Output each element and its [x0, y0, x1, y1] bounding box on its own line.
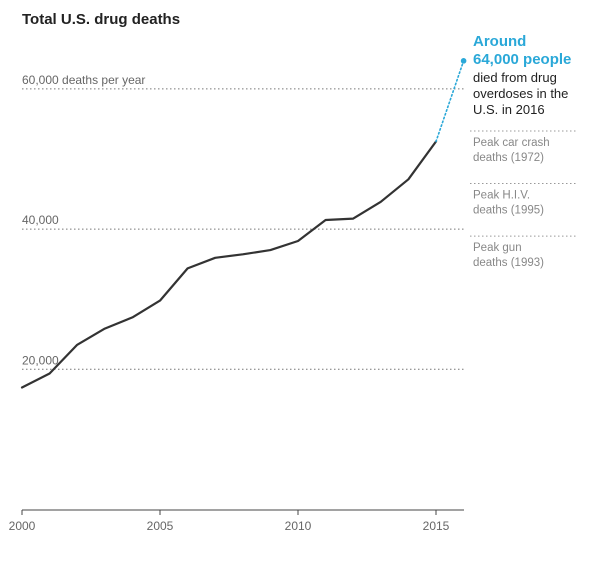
chart-title: Total U.S. drug deaths: [22, 11, 180, 28]
series-line-drug-deaths: [20, 140, 438, 389]
reference-label: 60,000 deaths per year: [22, 73, 145, 87]
series-point-2016: [460, 58, 467, 64]
peak-label: deaths (1995): [473, 205, 544, 217]
peak-markers: Peak car crash deaths (1972) Peak H.I.V. de…: [470, 130, 576, 269]
x-tick-label: 2005: [147, 519, 174, 533]
x-axis: 2000 2005 2010 2015: [9, 509, 464, 533]
reference-label: 40,000: [22, 213, 59, 227]
annotation-detail-line-2: overdoses in the: [473, 86, 568, 101]
peak-label: deaths (1972): [473, 152, 544, 164]
annotation-detail-line-3: U.S. in 2016: [473, 102, 545, 117]
peak-label: Peak gun: [473, 242, 522, 254]
series-line-2016-estimate: [435, 60, 465, 143]
x-tick-label: 2015: [423, 519, 450, 533]
peak-label: deaths (1993): [473, 257, 544, 269]
reference-label: 20,000: [22, 353, 59, 367]
annotation-detail-line-1: died from drug: [473, 70, 557, 85]
peak-label: Peak H.I.V.: [473, 190, 530, 202]
peak-label: Peak car crash: [473, 137, 550, 149]
annotation-lead-line-1: Around: [473, 33, 526, 50]
x-tick-label: 2000: [9, 519, 36, 533]
reference-lines: 60,000 deaths per year 40,000 20,000: [22, 73, 464, 370]
annotation-lead-line-2: 64,000 people: [473, 51, 571, 68]
annotation: Around 64,000 people died from drug over…: [473, 33, 571, 117]
series-layer: [20, 58, 467, 389]
x-tick-label: 2010: [285, 519, 312, 533]
